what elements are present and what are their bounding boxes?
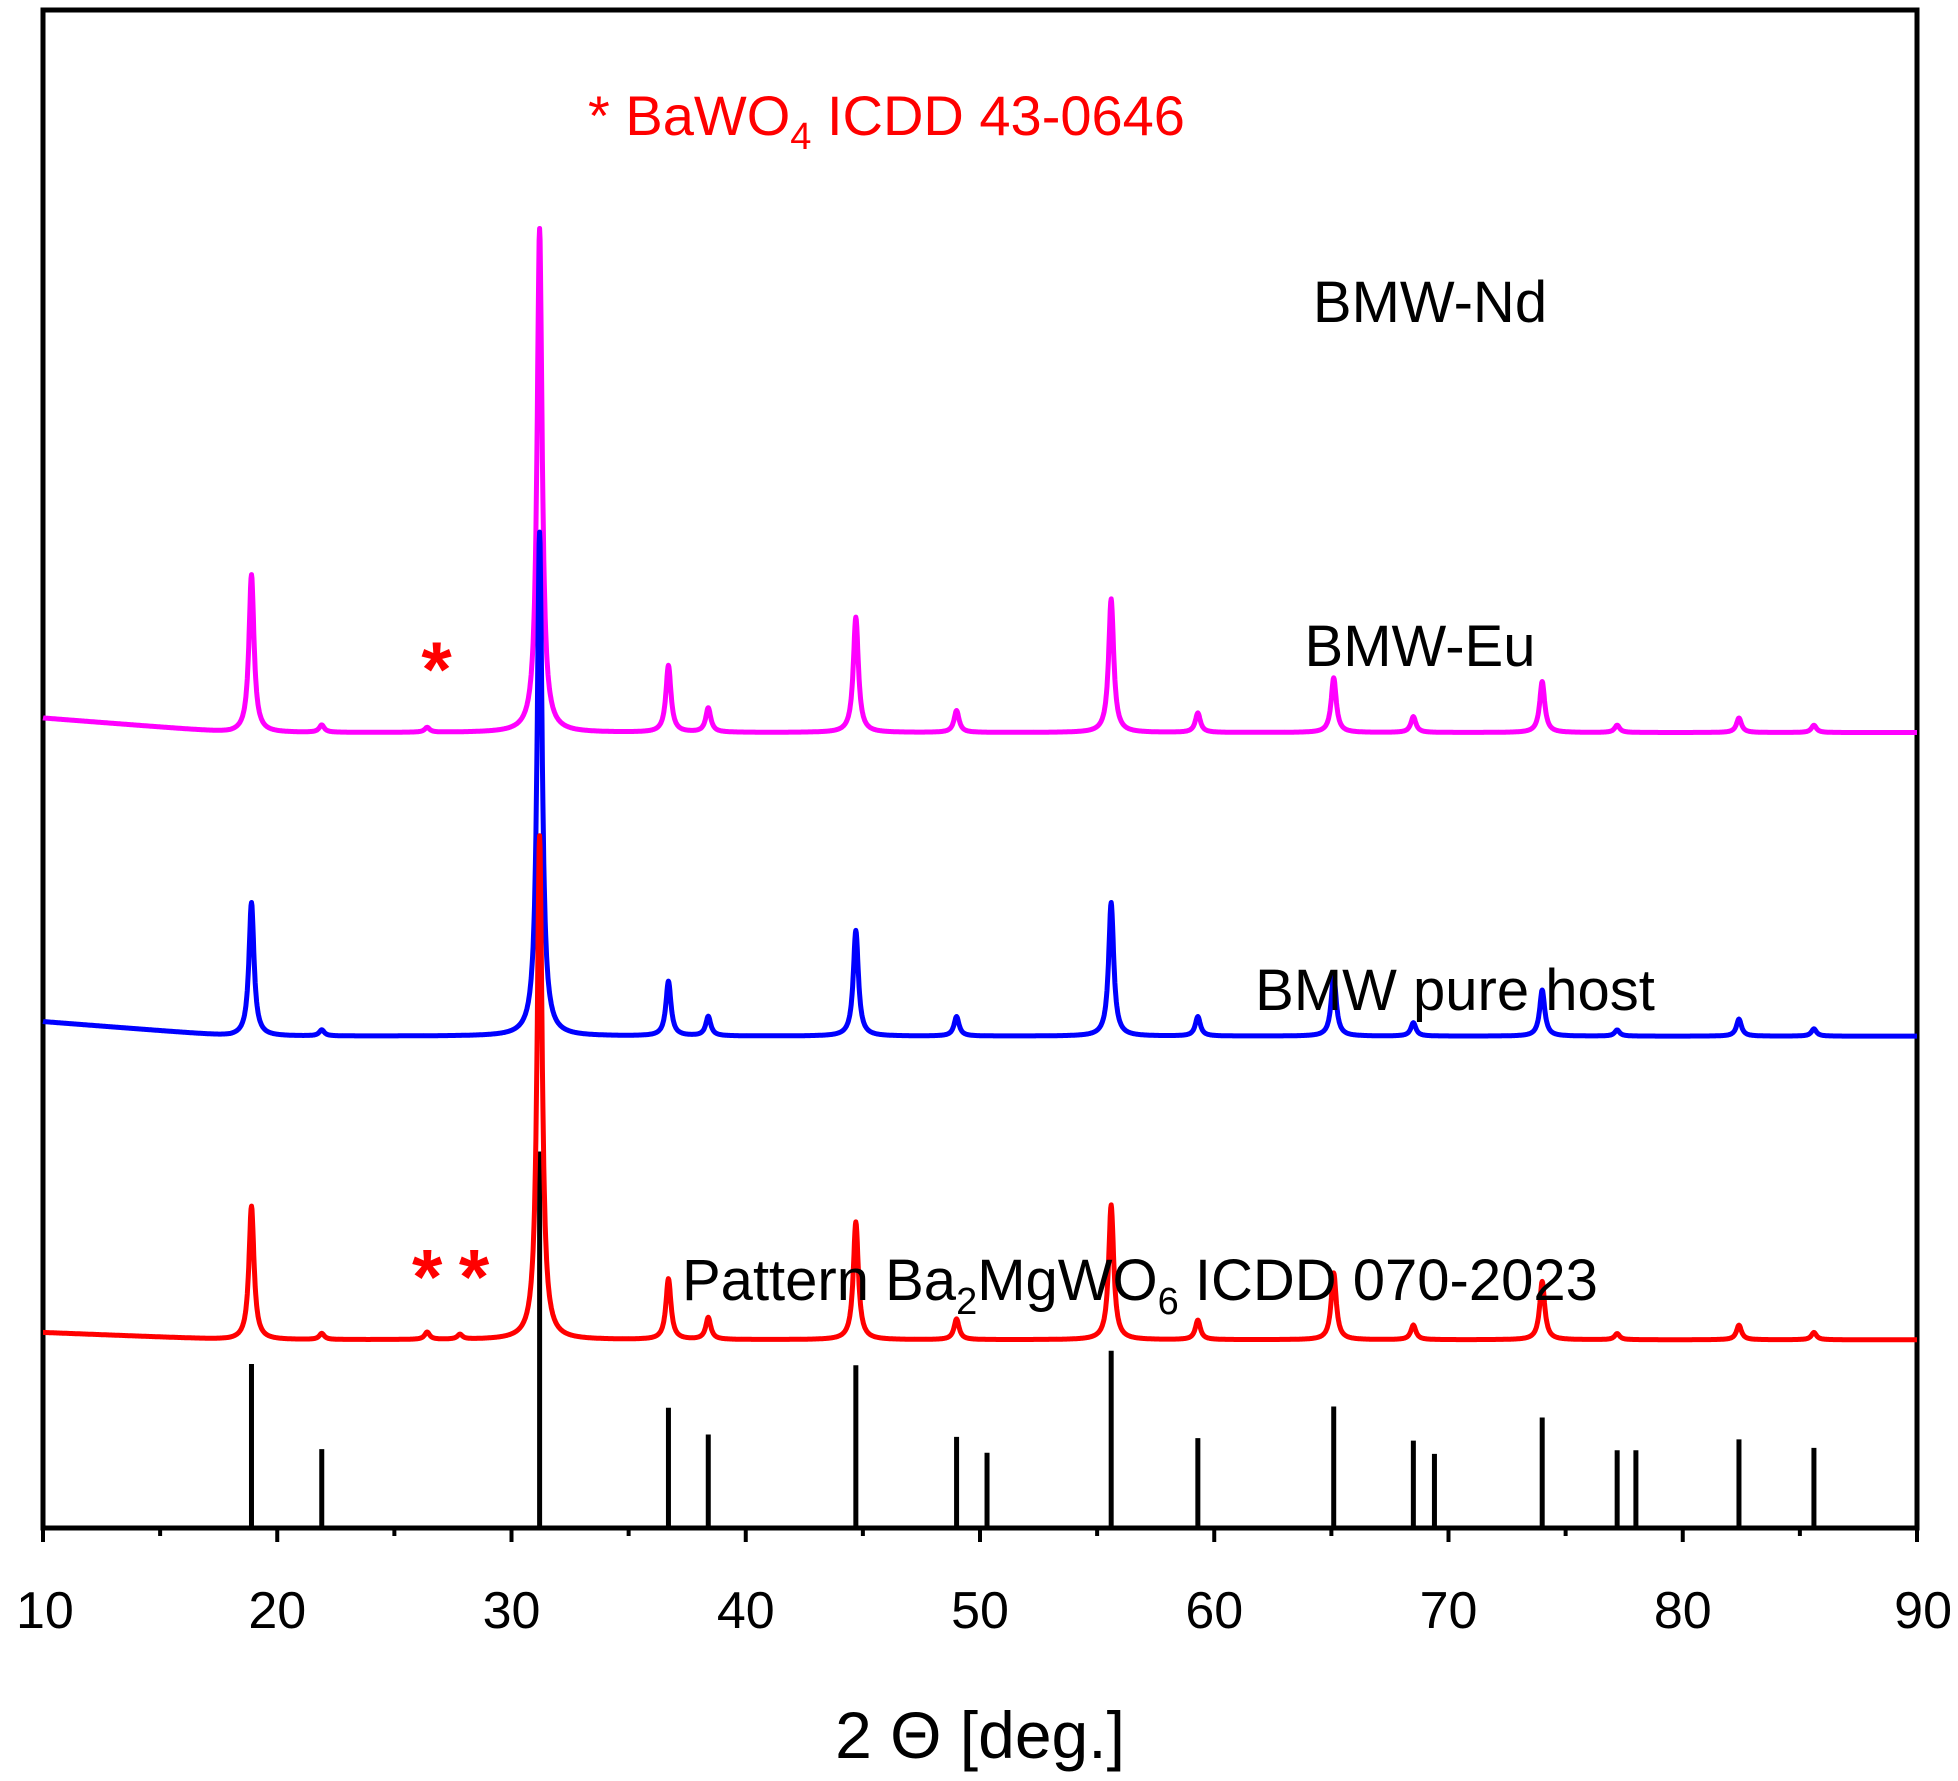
bawo4-note-subscript: 4 [790,116,811,158]
impurity-marker-0: * [421,625,452,713]
label-bmw-nd: BMW-Nd [1313,270,1547,335]
x-tick-label-30: 30 [483,1582,541,1640]
reference-label-part-c: ICDD 070-2023 [1179,1248,1598,1313]
x-axis-label: 2 Θ [deg.] [835,1698,1125,1772]
reference-label: Pattern Ba2MgWO6 ICDD 070-2023 [682,1248,1598,1323]
x-tick-label-10: 10 [16,1582,74,1640]
x-axis-ticks [41,1528,1919,1542]
bawo4-note-part-b: ICDD 43-0646 [811,84,1185,147]
x-tick-label-70: 70 [1420,1582,1478,1640]
bawo4-note: * BaWO4 ICDD 43-0646 [588,84,1185,158]
series-bmw-pure-host [41,833,1919,1343]
reference-label-part-a: Pattern Ba [682,1248,957,1313]
x-tick-label-90: 90 [1894,1582,1952,1640]
impurity-markers: ** * [412,625,490,1320]
impurity-marker-1: * [412,1232,443,1320]
label-bmw-eu: BMW-Eu [1305,614,1536,679]
reference-label-subscript-2: 2 [956,1281,977,1323]
reference-label-subscript-6: 6 [1158,1281,1179,1323]
impurity-marker-2: * [459,1232,490,1320]
reference-pattern [248,1151,1817,1528]
x-tick-label-20: 20 [248,1582,306,1640]
bawo4-note-part-a: * BaWO [588,84,790,147]
x-tick-label-60: 60 [1185,1582,1243,1640]
x-tick-label-40: 40 [717,1582,775,1640]
reference-label-part-b: MgWO [977,1248,1157,1313]
x-axis-tick-labels: 10 20 30 40 50 60 70 80 90 [16,1582,1952,1640]
label-bmw-pure-host: BMW pure host [1255,958,1655,1023]
series-group [41,226,1919,1343]
series-bmw-eu [41,529,1919,1039]
series-bmw-nd [41,226,1919,735]
x-tick-label-50: 50 [951,1582,1009,1640]
x-tick-label-80: 80 [1654,1582,1712,1640]
